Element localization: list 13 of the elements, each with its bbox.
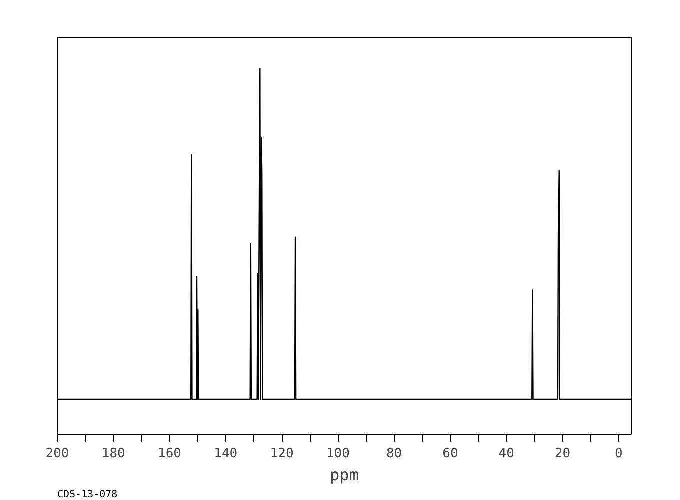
x-tick-label: 120 (270, 446, 294, 462)
x-tick-label: 0 (614, 446, 623, 462)
x-tick-label: 20 (554, 446, 571, 462)
x-axis-title: ppm (330, 466, 359, 484)
x-tick-label: 60 (442, 446, 458, 462)
x-tick-label: 40 (498, 446, 514, 462)
x-tick-label: 140 (214, 446, 238, 462)
x-tick-label: 100 (326, 446, 350, 462)
text: CDS-13-078 (58, 490, 118, 500)
x-tick-label: 200 (46, 446, 70, 462)
x-tick-label: 80 (386, 446, 402, 462)
x-tick-label: 160 (158, 446, 182, 462)
x-tick-label: 180 (102, 446, 126, 462)
